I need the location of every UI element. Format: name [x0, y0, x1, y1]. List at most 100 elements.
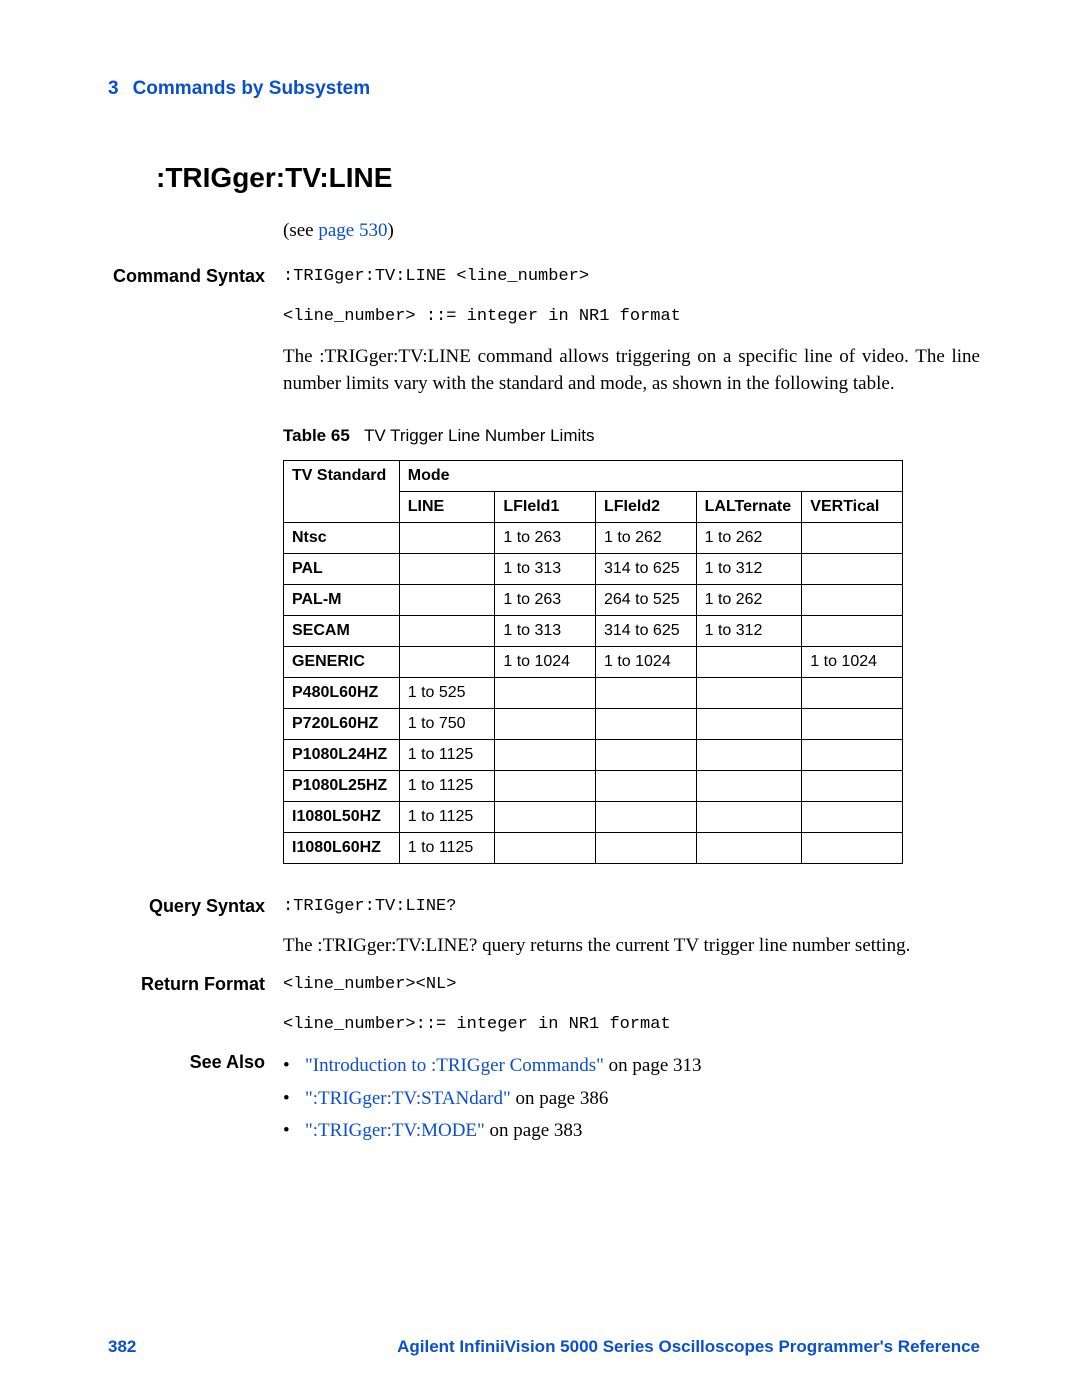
cell	[399, 646, 495, 677]
cell: 1 to 313	[495, 615, 596, 646]
table-caption: Table 65 TV Trigger Line Number Limits	[283, 426, 980, 446]
cell	[696, 739, 802, 770]
cell: 1 to 312	[696, 615, 802, 646]
cell	[595, 708, 696, 739]
see-also-suffix: on page 383	[485, 1120, 583, 1141]
see-also-suffix: on page 386	[511, 1088, 609, 1109]
cell	[495, 708, 596, 739]
cell	[802, 708, 903, 739]
table-row: PAL-M1 to 263264 to 5251 to 262	[284, 584, 903, 615]
cell	[399, 615, 495, 646]
see-suffix: )	[387, 220, 393, 241]
cell	[802, 553, 903, 584]
cell: 314 to 625	[595, 553, 696, 584]
th-sub-1: LFIeld1	[495, 491, 596, 522]
th-sub-3: LALTernate	[696, 491, 802, 522]
cell: 1 to 262	[595, 522, 696, 553]
cell	[696, 801, 802, 832]
table-row: I1080L60HZ1 to 1125	[284, 832, 903, 863]
table-row: P720L60HZ1 to 750	[284, 708, 903, 739]
row-standard: P720L60HZ	[284, 708, 400, 739]
command-syntax-label: Command Syntax	[108, 264, 283, 864]
cell	[802, 832, 903, 863]
row-standard: P480L60HZ	[284, 677, 400, 708]
doc-title: Agilent InfiniiVision 5000 Series Oscill…	[397, 1337, 980, 1357]
row-standard: I1080L60HZ	[284, 832, 400, 863]
command-syntax-description: The :TRIGger:TV:LINE command allows trig…	[283, 343, 980, 398]
cell: 1 to 1125	[399, 770, 495, 801]
command-syntax-code2: <line_number> ::= integer in NR1 format	[283, 304, 980, 330]
see-also-link[interactable]: ":TRIGger:TV:MODE"	[305, 1120, 485, 1141]
table-row: I1080L50HZ1 to 1125	[284, 801, 903, 832]
see-also-link[interactable]: "Introduction to :TRIGger Commands"	[305, 1055, 604, 1076]
table-row: PAL1 to 313314 to 6251 to 312	[284, 553, 903, 584]
return-format-code1: <line_number><NL>	[283, 972, 980, 998]
cell: 264 to 525	[595, 584, 696, 615]
return-format-code2: <line_number>::= integer in NR1 format	[283, 1012, 980, 1038]
cell: 1 to 262	[696, 584, 802, 615]
see-also-link[interactable]: ":TRIGger:TV:STANdard"	[305, 1088, 511, 1109]
cell: 1 to 312	[696, 553, 802, 584]
return-format-label: Return Format	[108, 972, 283, 1039]
table-caption-text: TV Trigger Line Number Limits	[364, 426, 595, 445]
see-also-suffix: on page 313	[604, 1055, 702, 1076]
row-standard: I1080L50HZ	[284, 801, 400, 832]
cell	[802, 677, 903, 708]
line-limits-table: TV Standard Mode LINELFIeld1LFIeld2LALTe…	[283, 460, 903, 864]
cell	[495, 770, 596, 801]
row-standard: Ntsc	[284, 522, 400, 553]
cell: 1 to 263	[495, 584, 596, 615]
cell	[696, 677, 802, 708]
see-also-item: ":TRIGger:TV:MODE" on page 383	[283, 1115, 980, 1147]
cell	[696, 708, 802, 739]
see-also-item: ":TRIGger:TV:STANdard" on page 386	[283, 1083, 980, 1115]
table-row: P480L60HZ1 to 525	[284, 677, 903, 708]
cell	[595, 739, 696, 770]
cell: 1 to 1024	[802, 646, 903, 677]
table-caption-prefix: Table 65	[283, 426, 350, 445]
query-syntax-label: Query Syntax	[108, 894, 283, 960]
cell	[802, 770, 903, 801]
cell	[495, 832, 596, 863]
section-see-also: See Also "Introduction to :TRIGger Comma…	[108, 1050, 980, 1147]
cell: 1 to 313	[495, 553, 596, 584]
cell: 1 to 1125	[399, 832, 495, 863]
command-syntax-code1: :TRIGger:TV:LINE <line_number>	[283, 264, 980, 290]
cell	[696, 646, 802, 677]
cell	[802, 801, 903, 832]
cell	[802, 615, 903, 646]
row-standard: GENERIC	[284, 646, 400, 677]
page-title: :TRIGger:TV:LINE	[156, 162, 980, 194]
th-sub-0: LINE	[399, 491, 495, 522]
cell	[495, 677, 596, 708]
cell	[399, 584, 495, 615]
cell: 314 to 625	[595, 615, 696, 646]
cell: 1 to 750	[399, 708, 495, 739]
see-also-label: See Also	[108, 1050, 283, 1147]
cell	[495, 739, 596, 770]
row-standard: SECAM	[284, 615, 400, 646]
see-also-list: "Introduction to :TRIGger Commands" on p…	[283, 1050, 980, 1147]
cell	[802, 739, 903, 770]
cell	[399, 522, 495, 553]
cell: 1 to 1125	[399, 801, 495, 832]
th-mode: Mode	[399, 460, 902, 491]
cell	[595, 770, 696, 801]
see-also-item: "Introduction to :TRIGger Commands" on p…	[283, 1050, 980, 1082]
cell	[595, 832, 696, 863]
cell	[802, 522, 903, 553]
table-row: Ntsc1 to 2631 to 2621 to 262	[284, 522, 903, 553]
query-syntax-code: :TRIGger:TV:LINE?	[283, 894, 980, 920]
cell: 1 to 1024	[595, 646, 696, 677]
page: 3 Commands by Subsystem :TRIGger:TV:LINE…	[0, 0, 1080, 1397]
th-sub-2: LFIeld2	[595, 491, 696, 522]
cell: 1 to 1125	[399, 739, 495, 770]
chapter-number: 3	[108, 78, 119, 100]
chapter-title: Commands by Subsystem	[133, 78, 371, 100]
cell: 1 to 525	[399, 677, 495, 708]
cell	[802, 584, 903, 615]
cell: 1 to 263	[495, 522, 596, 553]
th-sub-4: VERTical	[802, 491, 903, 522]
see-link[interactable]: page 530	[318, 220, 387, 241]
cell	[696, 832, 802, 863]
